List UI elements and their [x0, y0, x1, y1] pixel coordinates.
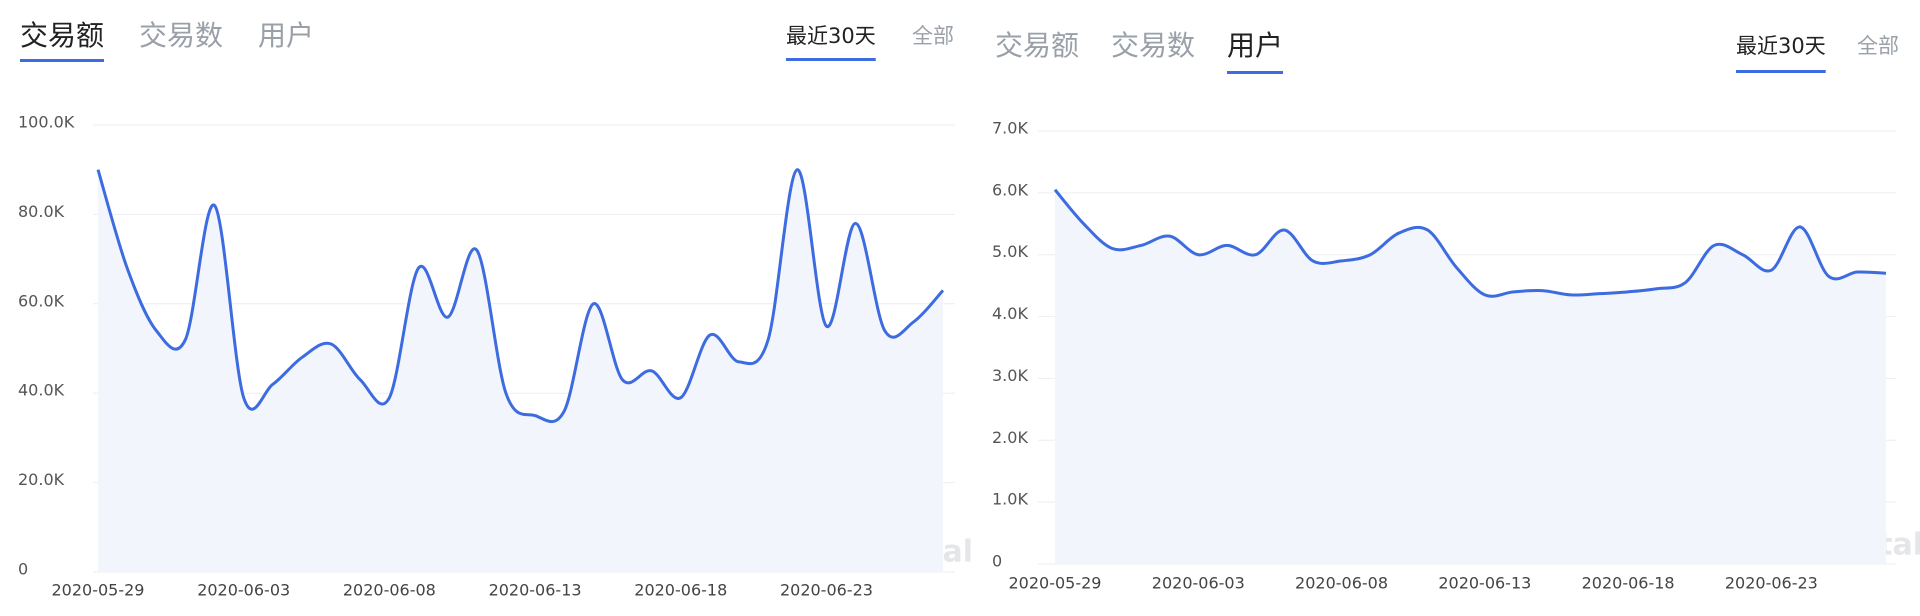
y-tick-label: 7.0K [992, 119, 1028, 138]
x-tick-label: 2020-05-29 [1009, 574, 1102, 593]
range-underline [1736, 70, 1826, 73]
y-tick-label: 1.0K [992, 490, 1028, 509]
y-tick-label: 3.0K [992, 366, 1028, 385]
x-tick-label: 2020-06-18 [1582, 574, 1675, 593]
metric-tab[interactable]: 交易额 [20, 19, 104, 52]
metric-tab[interactable]: 用户 [1227, 29, 1283, 62]
line [96, 168, 945, 423]
y-tick-label: 80.0K [18, 202, 65, 221]
y-tick-label: 20.0K [18, 470, 65, 489]
x-tick-label: 2020-06-03 [197, 581, 290, 600]
x-tick-label: 2020-06-23 [1725, 574, 1818, 593]
y-tick-label: 5.0K [992, 242, 1028, 261]
x-tick-label: 2020-06-08 [1295, 574, 1388, 593]
y-tick-label: 60.0K [18, 291, 65, 310]
x-tick-label: 2020-06-18 [634, 581, 727, 600]
range-tab[interactable]: 最近30天 [1736, 34, 1826, 58]
tab-underline [1227, 71, 1284, 74]
area [98, 169, 943, 572]
y-tick-label: 2.0K [992, 428, 1028, 447]
y-tick-label: 100.0K [18, 113, 75, 132]
metric-tab[interactable]: 交易数 [139, 19, 223, 52]
x-tick-label: 2020-06-08 [343, 581, 436, 600]
x-tick-label: 2020-05-29 [52, 581, 145, 600]
metric-tab[interactable]: 交易数 [1111, 29, 1195, 62]
y-tick-label: 6.0K [992, 180, 1028, 199]
metric-tab[interactable]: 用户 [258, 19, 314, 52]
y-tick-label: 40.0K [18, 381, 65, 400]
y-tick-label: 0 [18, 560, 28, 579]
y-tick-label: 0 [992, 552, 1002, 571]
range-tab[interactable]: 全部 [1857, 34, 1899, 58]
x-tick-label: 2020-06-13 [489, 581, 582, 600]
x-tick-label: 2020-06-13 [1438, 574, 1531, 593]
line [1053, 188, 1887, 298]
area [1055, 189, 1886, 564]
range-tab[interactable]: 全部 [912, 24, 954, 48]
tab-underline [20, 59, 105, 62]
range-underline [786, 58, 876, 61]
range-tab[interactable]: 最近30天 [786, 24, 876, 48]
metric-tab[interactable]: 交易额 [995, 29, 1079, 62]
x-tick-label: 2020-06-03 [1152, 574, 1245, 593]
x-tick-label: 2020-06-23 [780, 581, 873, 600]
y-tick-label: 4.0K [992, 304, 1028, 323]
